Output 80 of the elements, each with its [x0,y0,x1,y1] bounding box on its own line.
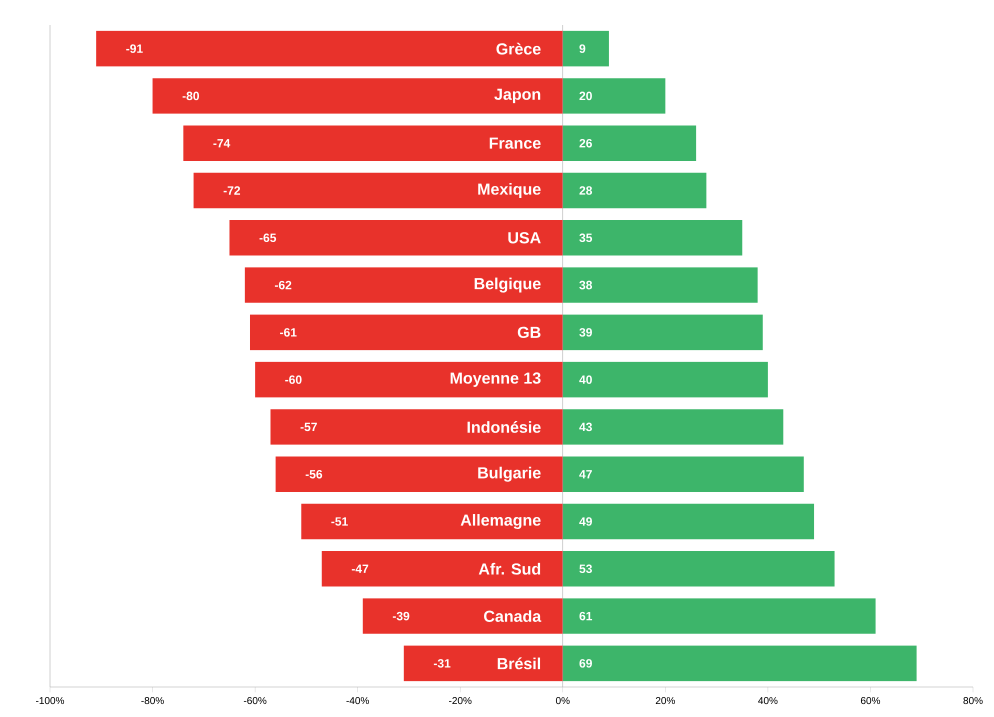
data-label: 49 [579,517,592,526]
bar [276,456,563,492]
data-label: 35 [579,234,592,242]
y-tick-label: USA [508,232,541,244]
data-label: -39 [392,612,410,620]
bar [301,504,563,540]
bar [562,314,763,350]
bar [562,646,917,682]
y-tick-label: Bulgarie [478,466,541,482]
bar [244,267,563,303]
bar [562,125,696,161]
x-tick-label: -40% [346,697,369,704]
data-label: -74 [213,139,230,148]
bar [152,78,563,114]
x-tick-label: -80% [141,697,164,704]
bar [362,598,563,634]
bar [255,362,563,398]
data-label: -80 [182,92,200,100]
data-label: -65 [260,234,276,242]
bar [229,220,563,256]
bar [250,314,563,350]
data-label: -57 [300,422,317,432]
bar [404,646,563,682]
data-label: 26 [579,138,592,148]
y-tick-label: Afr. Sud [478,562,540,575]
data-label: 38 [579,280,592,290]
x-tick-label: -60% [244,697,266,704]
bar [562,30,609,66]
bar [194,172,563,208]
y-tick-label: Japon [494,88,540,104]
data-label: 9 [579,44,586,53]
bar [322,551,563,587]
data-label: 39 [579,328,592,337]
data-label: 20 [579,92,592,100]
y-tick-label: Belgique [474,278,541,293]
bar [562,172,706,208]
data-label: -51 [331,517,348,526]
x-tick-label: 40% [758,697,778,704]
data-label: -31 [434,659,450,668]
y-tick-label: France [490,138,541,149]
y-tick-label: Indonésie [468,420,541,433]
data-label: -60 [285,375,302,384]
y-tick-label: GB [518,326,540,338]
y-tick-label: Canada [484,610,542,622]
x-tick-label: 0% [556,697,570,704]
data-label: 47 [579,470,592,478]
x-tick-label: -20% [448,697,472,704]
bar [562,220,742,256]
data-label: -62 [274,280,292,290]
data-label: 61 [579,612,592,620]
y-tick-label: Allemagne [460,514,541,529]
data-label: -72 [224,186,240,195]
data-label: -61 [280,328,297,337]
bar [562,267,758,303]
data-label: 28 [579,186,592,195]
data-label: -91 [126,44,143,53]
data-label: -56 [306,470,322,478]
bar [562,456,804,492]
data-label: -47 [352,564,368,573]
bar [562,551,835,587]
y-tick-label: Grèce [496,42,541,55]
bar [96,30,563,66]
data-label: 69 [579,659,592,668]
data-label: 43 [579,422,592,432]
x-tick-label: 20% [656,697,675,704]
bar [562,504,814,540]
bar [562,598,876,634]
bar [183,125,563,161]
bar [562,78,666,114]
y-tick-label: Brésil [498,657,540,670]
y-tick-label: Moyenne 13 [450,372,541,387]
bar [562,362,768,398]
x-tick-label: 60% [860,697,880,704]
data-label: 40 [579,375,592,384]
data-label: 53 [579,564,592,574]
x-tick-label: 80% [963,697,983,704]
bar [270,409,563,445]
y-tick-label: Mexique [478,183,541,198]
bar [562,409,784,445]
x-tick-label: -100% [36,697,64,704]
